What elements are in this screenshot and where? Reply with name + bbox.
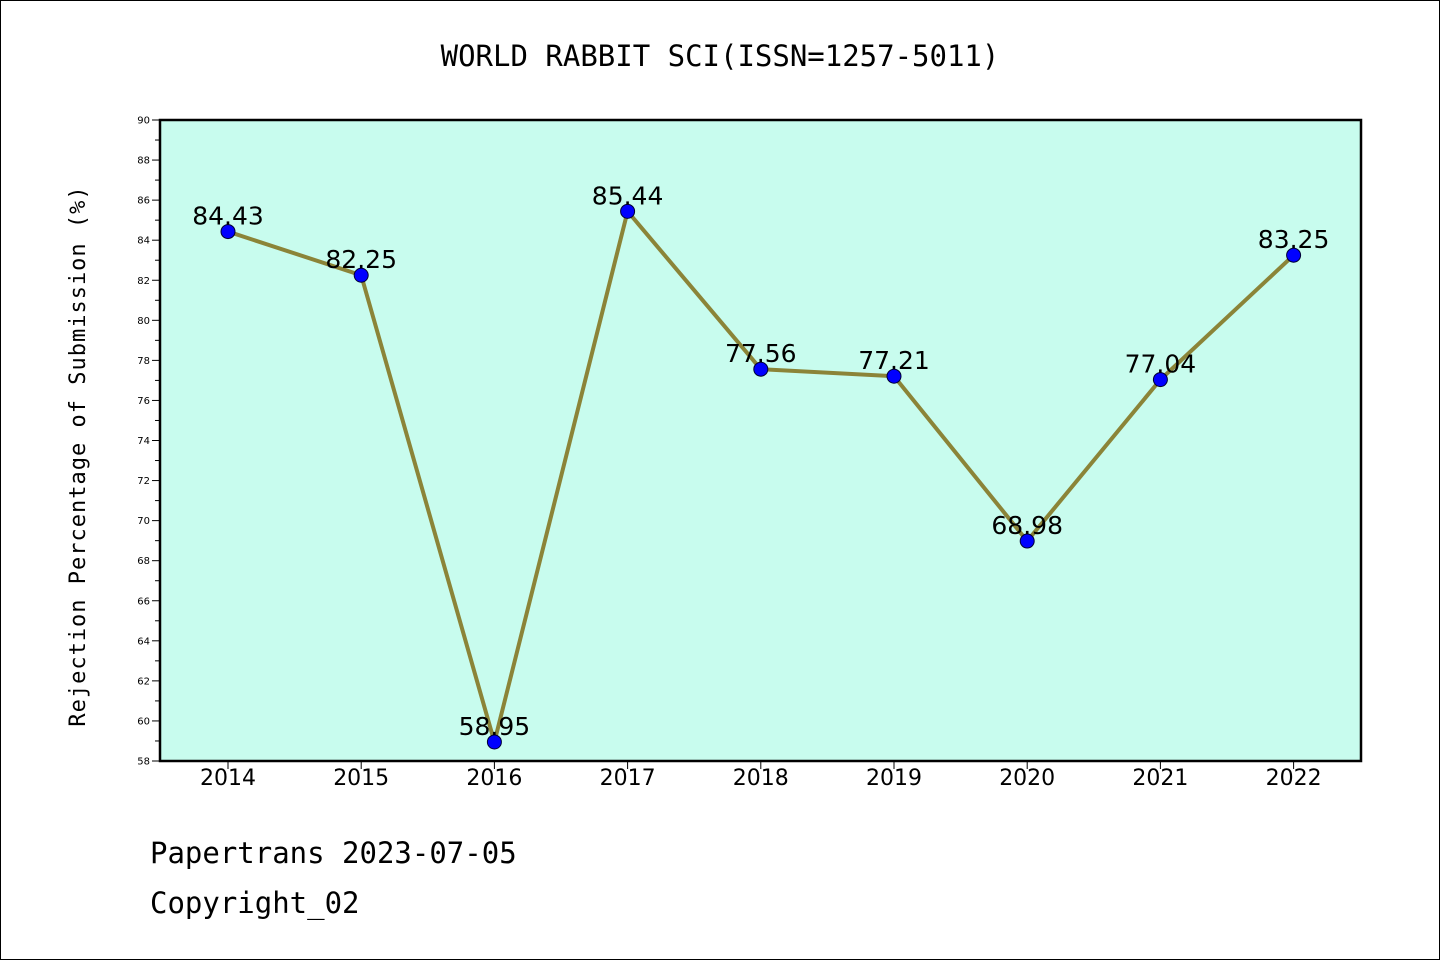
y-tick-label: 88 (137, 156, 150, 167)
data-markers (220, 203, 1302, 750)
y-tick-label: 68 (137, 556, 150, 567)
y-tick-label: 60 (137, 716, 150, 727)
data-point (753, 361, 769, 377)
x-tick-label: 2014 (200, 766, 256, 791)
chart-title: WORLD RABBIT SCI(ISSN=1257-5011) (441, 39, 1000, 73)
y-tick-label: 64 (137, 636, 150, 647)
data-point (220, 224, 236, 240)
y-tick-label: 62 (137, 676, 150, 687)
x-tick-label: 2016 (466, 766, 522, 791)
x-axis-ticks: 2014 2015 2016 2017 2018 2019 2020 2021 2022 (200, 761, 1322, 791)
y-tick-label: 90 (137, 116, 150, 127)
data-point (1286, 247, 1302, 263)
data-point (1019, 533, 1035, 549)
y-tick-label: 84 (137, 236, 150, 247)
data-label: 77.21 (858, 346, 930, 375)
plot-area (160, 120, 1361, 761)
y-tick-label: 72 (137, 476, 150, 487)
x-tick-label: 2015 (333, 766, 389, 791)
x-tick-label: 2018 (733, 766, 789, 791)
footer-copyright: Copyright_02 (150, 886, 360, 920)
x-tick-label: 2021 (1132, 766, 1188, 791)
data-labels: 84.43 82.25 58.95 85.44 77.56 77.21 68.98 77.04… (192, 181, 1329, 741)
x-tick-label: 2019 (866, 766, 922, 791)
y-tick-label: 86 (137, 196, 150, 207)
data-point (620, 203, 636, 219)
y-tick-label: 74 (137, 436, 150, 447)
footer-source: Papertrans 2023-07-05 (150, 836, 517, 870)
data-point (886, 368, 902, 384)
y-tick-label: 66 (137, 596, 150, 607)
data-label: 77.04 (1125, 350, 1197, 379)
plot-border (158, 118, 1363, 763)
y-tick-label: 80 (137, 316, 150, 327)
y-tick-label: 82 (137, 276, 150, 287)
data-point (1152, 372, 1168, 388)
y-axis-ticks: 58 60 62 64 66 68 70 72 74 76 78 80 82 84 86 88 90 (137, 116, 160, 768)
x-tick-label: 2020 (999, 766, 1055, 791)
x-tick-label: 2022 (1266, 766, 1322, 791)
y-axis-label: Rejection Percentage of Submission (%) (66, 185, 91, 726)
data-label: 77.56 (725, 339, 797, 368)
data-label: 58.95 (459, 712, 531, 741)
x-tick-label: 2017 (600, 766, 656, 791)
data-label: 83.25 (1258, 225, 1330, 254)
data-point (353, 267, 369, 283)
y-tick-label: 70 (137, 516, 150, 527)
y-tick-label: 78 (137, 356, 150, 367)
data-label: 68.98 (991, 511, 1063, 540)
data-point (486, 734, 502, 750)
y-tick-label: 76 (137, 396, 150, 407)
y-tick-label: 58 (137, 757, 150, 768)
data-label: 85.44 (592, 181, 664, 210)
data-label: 82.25 (325, 245, 397, 274)
data-label: 84.43 (192, 202, 264, 231)
